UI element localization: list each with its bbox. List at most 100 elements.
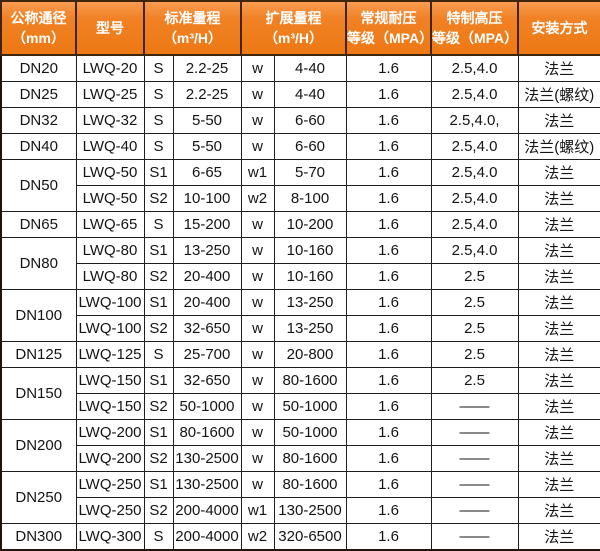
header-standard-range: 标准量程 （m³/H） [143, 0, 242, 56]
cell-install: 法兰 [517, 159, 600, 186]
cell-ext-range: 80-1600 [273, 367, 347, 394]
header-model: 型号 [75, 0, 145, 56]
cell-ext-code: w [240, 133, 275, 160]
cell-nominal-diameter: DN250 [0, 471, 77, 524]
cell-nominal-diameter: DN80 [0, 237, 77, 290]
cell-ext-range: 10-160 [273, 237, 347, 264]
cell-std-range: 25-700 [172, 341, 242, 368]
cell-ext-code: w2 [240, 523, 275, 551]
cell-std-code: S2 [143, 315, 174, 342]
cell-ext-code: w [240, 289, 275, 316]
cell-std-code: S [143, 211, 174, 238]
cell-nominal-diameter: DN200 [0, 419, 77, 472]
cell-pressure: 1.6 [345, 185, 432, 212]
cell-install: 法兰 [517, 185, 600, 212]
cell-ext-code: w [240, 471, 275, 498]
cell-std-code: S [143, 81, 174, 108]
table-row: LWQ-250 S2 200-4000 w1 130-2500 1.6 —— 法兰 [1, 497, 600, 524]
cell-high-pressure: 2.5,4.0 [430, 81, 519, 108]
cell-install: 法兰 [517, 419, 600, 446]
table-row: DN250 LWQ-250 S1 130-2500 w 80-1600 1.6 —— 法兰 [0, 471, 600, 524]
table-row: DN80 LWQ-80 S1 13-250 w 10-160 1.6 2.5,4.0 法兰 [0, 237, 600, 290]
cell-install: 法兰 [517, 237, 600, 264]
cell-high-pressure: —— [430, 497, 519, 524]
cell-nominal-diameter: DN100 [0, 289, 77, 342]
table-row: DN125 LWQ-125 S 25-700 w 20-800 1.6 2.5 法兰 [0, 341, 600, 368]
cell-std-code: S1 [143, 159, 174, 186]
cell-std-range: 32-650 [172, 315, 242, 342]
cell-std-code: S1 [143, 289, 174, 316]
cell-high-pressure: —— [430, 393, 519, 420]
cell-install: 法兰 [517, 211, 600, 238]
cell-install: 法兰 [517, 315, 600, 342]
cell-high-pressure: 2.5,4.0 [430, 237, 519, 264]
cell-ext-range: 6-60 [273, 107, 347, 134]
cell-ext-code: w [240, 81, 275, 108]
cell-high-pressure: —— [430, 523, 519, 551]
cell-install: 法兰(螺纹) [517, 81, 600, 108]
cell-std-code: S [143, 523, 174, 551]
cell-ext-range: 50-1000 [273, 419, 347, 446]
cell-ext-code: w [240, 419, 275, 446]
cell-install: 法兰 [517, 445, 600, 472]
cell-install: 法兰(螺纹) [517, 133, 600, 160]
cell-std-code: S [143, 341, 174, 368]
cell-pressure: 1.6 [345, 419, 432, 446]
cell-ext-range: 4-40 [273, 54, 347, 82]
cell-ext-code: w2 [240, 185, 275, 212]
cell-install: 法兰 [517, 393, 600, 420]
cell-high-pressure: —— [430, 445, 519, 472]
cell-pressure: 1.6 [345, 107, 432, 134]
cell-std-code: S1 [143, 367, 174, 394]
cell-model: LWQ-125 [75, 341, 145, 368]
cell-pressure: 1.6 [345, 81, 432, 108]
cell-pressure: 1.6 [345, 393, 432, 420]
cell-high-pressure: 2.5 [430, 367, 519, 394]
cell-high-pressure: 2.5,4.0 [430, 185, 519, 212]
cell-model: LWQ-32 [75, 107, 145, 134]
cell-model: LWQ-200 [75, 419, 145, 446]
cell-nominal-diameter: DN300 [0, 523, 77, 551]
cell-std-range: 20-400 [172, 289, 242, 316]
cell-std-code: S2 [143, 185, 174, 212]
header-normal-pressure: 常规耐压 等级（MPA） [345, 0, 433, 56]
header-installation: 安装方式 [517, 0, 600, 56]
table-row: DN20 LWQ-20 S 2.2-25 w 4-40 1.6 2.5,4.0 法兰 [0, 54, 600, 82]
cell-std-range: 10-100 [172, 185, 242, 212]
table-row: DN65 LWQ-65 S 15-200 w 10-200 1.6 2.5,4.0 法兰 [0, 211, 600, 238]
cell-ext-code: w [240, 107, 275, 134]
cell-pressure: 1.6 [345, 341, 432, 368]
cell-std-range: 13-250 [172, 237, 242, 264]
cell-std-range: 5-50 [172, 107, 242, 134]
cell-ext-code: w [240, 393, 275, 420]
table-row: LWQ-100 S2 32-650 w 13-250 1.6 2.5 法兰 [1, 315, 600, 342]
cell-install: 法兰 [517, 471, 600, 498]
cell-ext-code: w1 [240, 497, 275, 524]
cell-model: LWQ-250 [75, 471, 145, 498]
cell-std-code: S2 [143, 497, 174, 524]
cell-pressure: 1.6 [345, 445, 432, 472]
cell-nominal-diameter: DN40 [0, 133, 77, 160]
cell-pressure: 1.6 [345, 237, 432, 264]
cell-nominal-diameter: DN32 [0, 107, 77, 134]
cell-model: LWQ-300 [75, 523, 145, 551]
cell-std-range: 5-50 [172, 133, 242, 160]
cell-install: 法兰 [517, 523, 600, 551]
cell-ext-range: 50-1000 [273, 393, 347, 420]
cell-model: LWQ-150 [75, 393, 145, 420]
cell-ext-range: 130-2500 [273, 497, 347, 524]
table-row: DN200 LWQ-200 S1 80-1600 w 50-1000 1.6 —— 法兰 [0, 419, 600, 472]
cell-pressure: 1.6 [345, 497, 432, 524]
cell-std-code: S2 [143, 393, 174, 420]
cell-std-range: 32-650 [172, 367, 242, 394]
cell-std-range: 2.2-25 [172, 54, 242, 82]
cell-std-code: S [143, 107, 174, 134]
cell-std-range: 2.2-25 [172, 81, 242, 108]
cell-ext-code: w1 [240, 159, 275, 186]
cell-ext-range: 80-1600 [273, 445, 347, 472]
cell-high-pressure: 2.5,4.0 [430, 159, 519, 186]
cell-ext-range: 6-60 [273, 133, 347, 160]
cell-pressure: 1.6 [345, 54, 432, 82]
cell-ext-code: w [240, 367, 275, 394]
cell-ext-code: w [240, 211, 275, 238]
